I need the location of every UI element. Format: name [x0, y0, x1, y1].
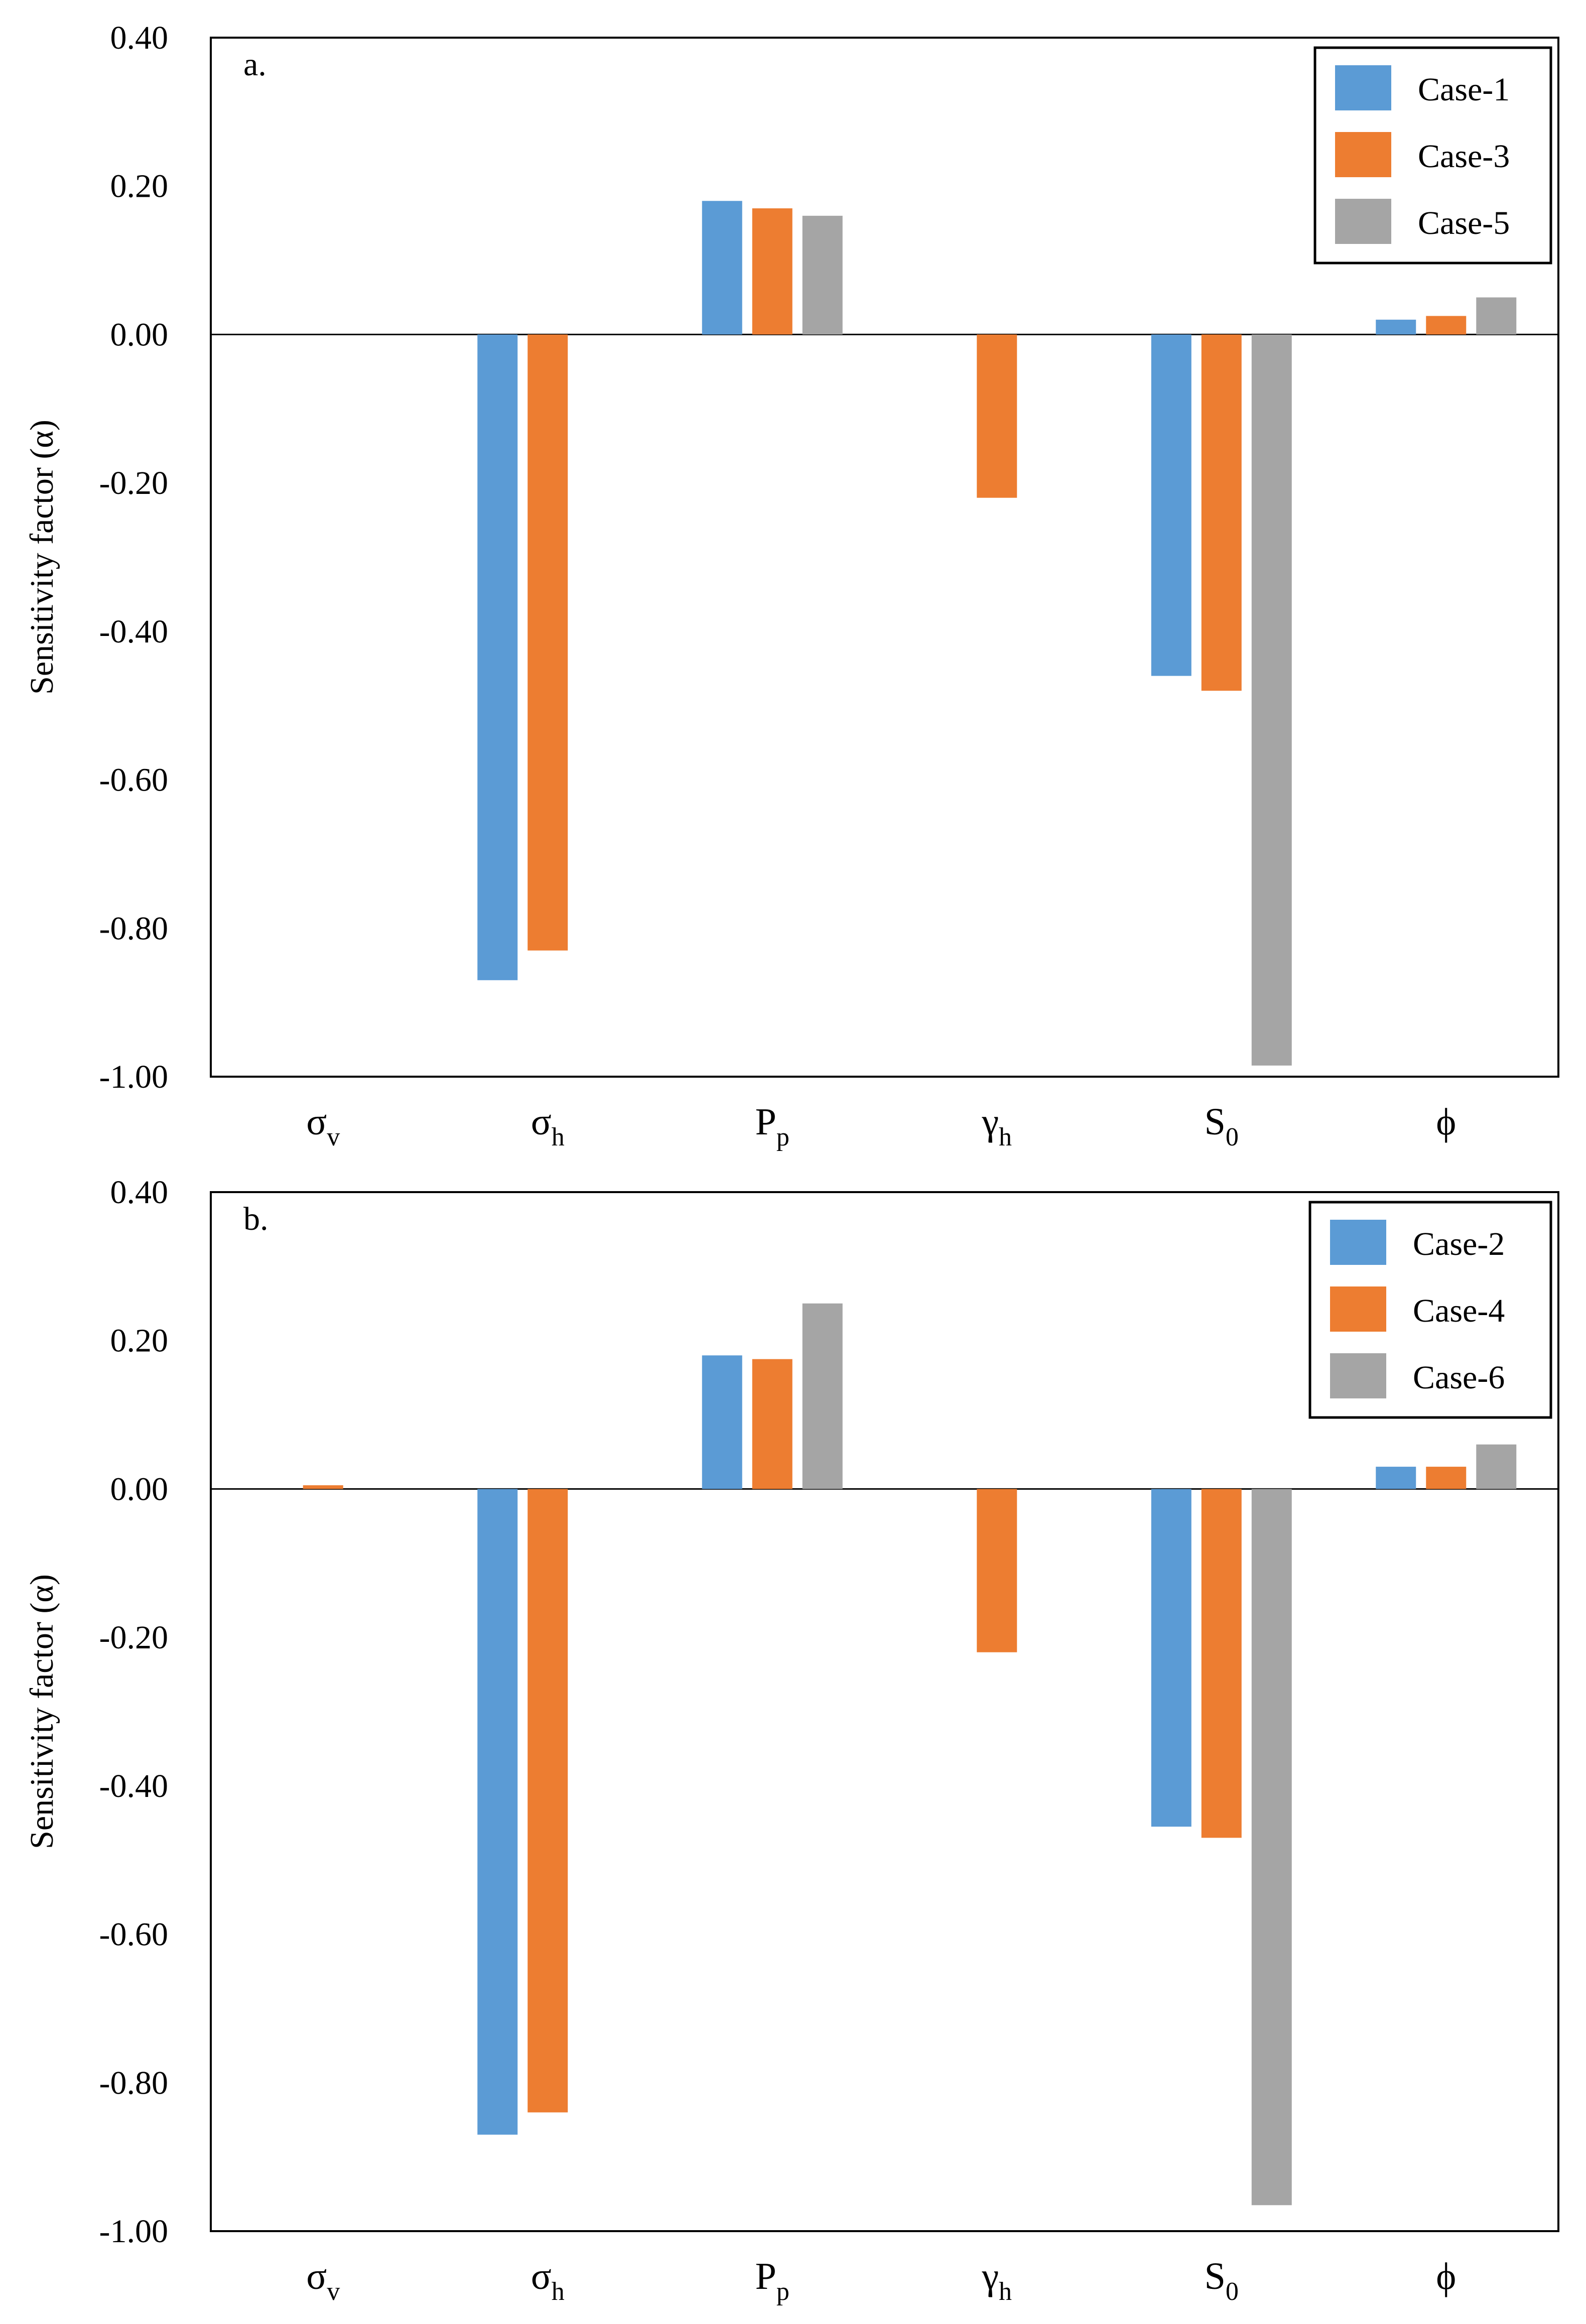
chart-panel-a: 0.40 0.20 0.00 -0.20 -0.40 -0.60 -0.80 -1.00 Sen… — [24, 20, 1559, 1151]
y-tick-label: 0.40 — [110, 1174, 169, 1211]
legend-swatch — [1330, 1286, 1386, 1332]
x-category-label: ϕ — [1436, 1101, 1456, 1143]
legend-label: Case-1 — [1418, 71, 1510, 108]
bar-case-1 — [1151, 334, 1192, 676]
x-category-label: Pp — [755, 2255, 789, 2306]
x-category-label: σh — [531, 1101, 565, 1151]
bar-case-6 — [1251, 1489, 1292, 2206]
legend-label: Case-3 — [1418, 138, 1510, 175]
bar-case-5 — [1476, 297, 1517, 335]
bar-case-2 — [702, 1355, 742, 1489]
x-category-label: ϕ — [1436, 2255, 1456, 2297]
legend-swatch — [1335, 199, 1391, 244]
y-tick-label: 0.00 — [110, 316, 169, 353]
bar-case-1 — [1376, 319, 1416, 335]
legend-swatch — [1335, 132, 1391, 177]
y-tick-label: -0.80 — [99, 910, 168, 947]
panel-label: b. — [243, 1201, 269, 1237]
legend-swatch — [1335, 65, 1391, 110]
bar-case-4 — [752, 1359, 792, 1489]
bar-case-1 — [702, 201, 742, 335]
plot-frame — [210, 1191, 1559, 2232]
x-category-label: σv — [306, 2255, 340, 2306]
bar-case-5 — [1251, 334, 1292, 1066]
legend: Case-1 Case-3 Case-5 — [1313, 46, 1552, 265]
legend: Case-2 Case-4 Case-6 — [1308, 1201, 1552, 1419]
bar-case-4 — [1426, 1467, 1467, 1489]
y-tick-label: 0.20 — [110, 168, 169, 205]
y-axis-label: Sensitivity factor (α) — [24, 1574, 60, 1849]
bar-case-2 — [1151, 1489, 1192, 1827]
bar-case-6 — [1476, 1444, 1517, 1489]
chart-panel-b: 0.40 0.20 0.00 -0.20 -0.40 -0.60 -0.80 -1.00 Sen… — [24, 1174, 1559, 2306]
y-axis-label: Sensitivity factor (α) — [24, 420, 60, 695]
bar-case-2 — [1376, 1467, 1416, 1489]
x-category-label: γh — [981, 2255, 1012, 2306]
y-tick-label: 0.20 — [110, 1323, 169, 1359]
y-tick-label: -0.20 — [99, 1619, 168, 1656]
x-category-label: S0 — [1205, 1101, 1239, 1151]
bar-case-3 — [527, 334, 568, 951]
x-category-label: σh — [531, 2255, 565, 2306]
legend-label: Case-5 — [1418, 205, 1510, 241]
bar-case-1 — [477, 334, 518, 980]
y-tick-label: -0.80 — [99, 2064, 168, 2101]
panel-label: a. — [243, 46, 267, 83]
bar-case-4 — [527, 1489, 568, 2113]
bar-case-5 — [802, 215, 843, 335]
bar-case-6 — [802, 1303, 843, 1489]
x-category-label: σv — [306, 1101, 340, 1151]
plot-frame — [210, 37, 1559, 1078]
y-tick-label: -1.00 — [99, 1059, 168, 1095]
x-category-label: S0 — [1205, 2255, 1239, 2306]
y-tick-label: -0.40 — [99, 1768, 168, 1804]
y-tick-label: 0.00 — [110, 1471, 169, 1507]
legend-label: Case-6 — [1413, 1359, 1505, 1396]
bar-case-3 — [1201, 334, 1242, 691]
bar-case-3 — [1426, 316, 1467, 335]
y-tick-label: 0.40 — [110, 20, 169, 56]
x-category-label: Pp — [755, 1101, 789, 1151]
legend-label: Case-2 — [1413, 1226, 1505, 1262]
bar-case-3 — [752, 208, 792, 335]
bar-case-4 — [977, 1489, 1017, 1652]
y-tick-label: -0.40 — [99, 613, 168, 650]
bar-case-2 — [477, 1489, 518, 2135]
bar-case-3 — [977, 334, 1017, 498]
bar-case-4 — [1201, 1489, 1242, 1838]
legend-swatch — [1330, 1353, 1386, 1398]
legend-swatch — [1330, 1220, 1386, 1265]
y-tick-label: -0.60 — [99, 762, 168, 799]
bar-case-4 — [303, 1485, 343, 1489]
y-tick-label: -0.60 — [99, 1916, 168, 1953]
y-tick-label: -1.00 — [99, 2213, 168, 2250]
y-tick-label: -0.20 — [99, 465, 168, 501]
x-category-label: γh — [981, 1101, 1012, 1151]
legend-label: Case-4 — [1413, 1293, 1505, 1329]
